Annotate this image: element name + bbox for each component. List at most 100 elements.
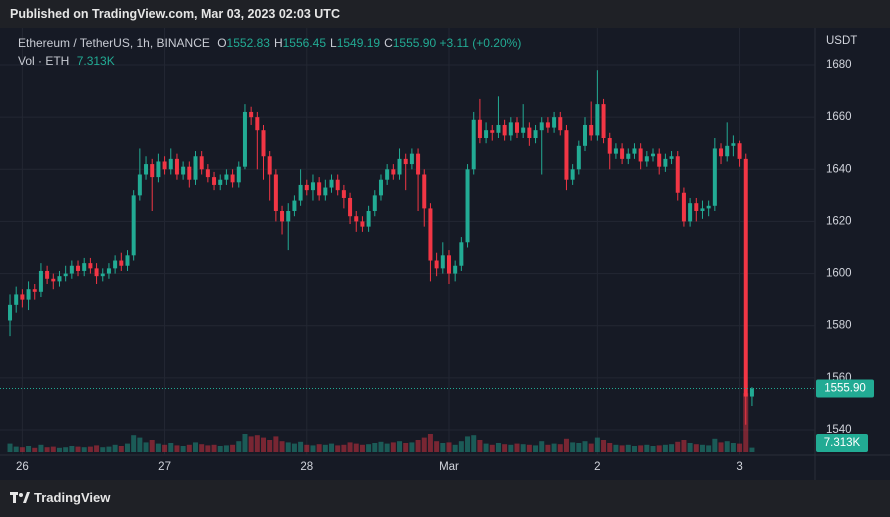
candle-body <box>749 388 754 397</box>
candle-body <box>8 304 13 321</box>
x-tick-label: 27 <box>158 461 171 473</box>
candle-body <box>428 208 433 261</box>
candle-body <box>681 192 686 222</box>
candle-body <box>218 179 223 185</box>
ohlc-value: 1549.19 <box>336 36 381 50</box>
y-tick-label: 1680 <box>826 59 852 71</box>
volume-bar <box>87 446 93 452</box>
change: +3.11 (+0.20%) <box>439 36 522 50</box>
volume-bar <box>75 446 81 452</box>
volume-bar <box>526 444 532 452</box>
candle-body <box>199 156 204 170</box>
volume-bar <box>359 444 365 452</box>
volume-bar <box>570 442 576 452</box>
volume-bar <box>112 444 118 452</box>
candle-body <box>471 119 476 170</box>
last-volume-label: 7.313K <box>824 437 861 449</box>
candle-body <box>76 265 81 271</box>
candle-body <box>32 289 37 292</box>
candle-body <box>348 197 353 217</box>
candle-body <box>397 158 402 175</box>
candle-body <box>508 122 513 136</box>
ohlc-values: O1552.83 H1556.45 L1549.19 C1555.90 <box>213 36 436 50</box>
candle-body <box>422 174 427 209</box>
volume-bar <box>94 445 100 452</box>
volume-bar <box>32 447 38 452</box>
candle-body <box>465 169 470 243</box>
candle-body <box>174 158 179 175</box>
candle-body <box>459 242 464 266</box>
volume-bar <box>366 444 372 452</box>
volume-bar <box>458 441 464 452</box>
candle-body <box>440 255 445 269</box>
symbol-title: Ethereum / TetherUS, 1h, BINANCE <box>18 36 210 50</box>
volume-bar <box>372 443 378 452</box>
volume-bar <box>242 434 248 452</box>
candle-body <box>310 182 315 191</box>
candle-body <box>304 184 309 191</box>
volume-bar <box>118 446 124 452</box>
volume-bar <box>19 447 25 452</box>
volume-bar <box>706 445 712 452</box>
volume-bar <box>421 437 427 452</box>
candle-body <box>14 294 19 305</box>
legend-line-2: Vol · ETH 7.313K <box>18 52 521 70</box>
candle-body <box>82 263 87 271</box>
candle-body <box>51 278 56 282</box>
candle-body <box>280 211 285 222</box>
candle-body <box>595 104 600 136</box>
candle-body <box>298 184 303 201</box>
volume-bar <box>588 443 594 452</box>
volume-bar <box>236 441 242 452</box>
volume-bar <box>223 445 229 452</box>
candle-body <box>236 166 241 183</box>
volume-bar <box>267 440 273 452</box>
candle-body <box>323 187 328 196</box>
volume-bar <box>724 441 730 452</box>
volume-bar <box>502 444 508 452</box>
candle-body <box>620 148 625 159</box>
volume-bar <box>131 435 137 452</box>
candle-body <box>725 145 730 157</box>
volume-bar <box>310 445 316 452</box>
volume-bar <box>100 447 106 452</box>
volume-bar <box>514 443 520 452</box>
footer-logo: TradingView <box>10 490 110 505</box>
candle-body <box>403 158 408 165</box>
candle-body <box>181 166 186 175</box>
volume-bar <box>631 446 637 452</box>
candle-body <box>601 104 606 139</box>
candle-body <box>589 124 594 136</box>
volume-bar <box>168 443 174 452</box>
x-tick-label: 3 <box>736 461 742 473</box>
volume-bar <box>563 438 569 452</box>
last-volume-tag <box>816 434 868 452</box>
candle-body <box>292 200 297 211</box>
volume-bar <box>409 442 415 452</box>
ohlc-value: 1555.90 <box>392 36 437 50</box>
y-tick-label: 1540 <box>826 424 852 436</box>
candle-body <box>45 270 50 279</box>
volume-bar <box>613 444 619 452</box>
candle-body <box>434 260 439 269</box>
volume-bar <box>582 441 588 452</box>
last-price-label: 1555.90 <box>824 383 866 395</box>
volume-bar <box>452 444 458 452</box>
candle-body <box>341 190 346 198</box>
x-tick-label: 2 <box>594 461 600 473</box>
y-tick-label: 1640 <box>826 163 852 175</box>
volume-bar <box>186 444 192 452</box>
volume-bars <box>7 393 755 452</box>
candle-body <box>150 164 155 178</box>
candle-body <box>335 179 340 191</box>
candle-body <box>193 156 198 180</box>
volume-bar <box>483 443 489 452</box>
volume-bar <box>50 446 56 452</box>
candle-body <box>131 195 136 256</box>
volume-bar <box>7 443 13 452</box>
candle-body <box>156 161 161 178</box>
volume-bar <box>124 443 130 452</box>
volume-bar <box>495 443 501 452</box>
